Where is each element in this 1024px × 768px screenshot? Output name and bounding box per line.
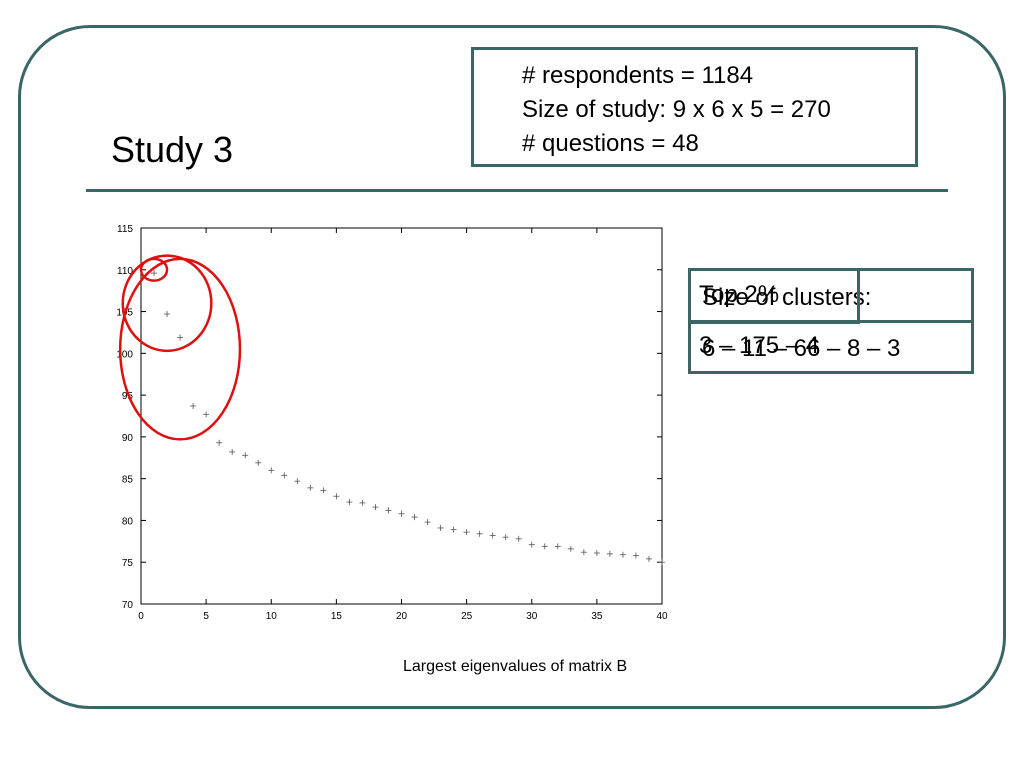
stat-size-of-study: Size of study: 9 x 6 x 5 = 270: [522, 96, 831, 123]
title-divider: [86, 189, 948, 192]
x-tick-label: 15: [331, 611, 343, 622]
x-tick-label: 40: [656, 611, 668, 622]
x-tick-label: 5: [203, 611, 209, 622]
highlight-circle: [118, 257, 242, 441]
data-point: [203, 411, 210, 418]
data-point: [567, 545, 574, 552]
data-point: [476, 530, 483, 537]
data-point: [437, 524, 444, 531]
data-point: [242, 452, 249, 459]
x-tick-label: 35: [591, 611, 603, 622]
study-stats-box: # respondents = 1184 Size of study: 9 x …: [471, 47, 918, 167]
data-point: [177, 334, 184, 341]
slide-title: Study 3: [111, 129, 234, 170]
top-percent-values: 3 – 175 – 4: [699, 332, 820, 359]
data-point: [593, 550, 600, 557]
data-point: [554, 543, 561, 550]
data-point: [359, 499, 366, 506]
highlight-circles: [118, 254, 242, 441]
data-point: [411, 514, 418, 521]
highlight-circle: [121, 254, 213, 353]
x-tick-label: 25: [461, 611, 473, 622]
data-point: [190, 402, 197, 409]
y-tick-label: 100: [116, 349, 133, 360]
data-point: [424, 519, 431, 526]
data-point: [645, 555, 652, 562]
data-point: [619, 551, 626, 558]
x-tick-label: 20: [396, 611, 408, 622]
y-tick-label: 80: [122, 516, 134, 527]
data-point: [463, 529, 470, 536]
data-point: [268, 467, 275, 474]
data-point: [528, 541, 535, 548]
data-point: [294, 478, 301, 485]
y-tick-label: 75: [122, 558, 134, 569]
data-point: [502, 534, 509, 541]
data-point: [398, 510, 405, 517]
x-tick-label: 10: [266, 611, 278, 622]
data-point: [632, 552, 639, 559]
stat-questions: # questions = 48: [522, 130, 699, 157]
data-point: [385, 507, 392, 514]
data-point: [659, 559, 665, 566]
chart-caption: Largest eigenvalues of matrix B: [403, 658, 628, 675]
stat-respondents: # respondents = 1184: [522, 62, 754, 89]
data-point: [450, 526, 457, 533]
data-point: [541, 543, 548, 550]
data-point: [164, 311, 171, 318]
data-point: [229, 448, 236, 455]
x-tick-label: 0: [138, 611, 144, 622]
x-tick-label: 30: [526, 611, 538, 622]
y-tick-label: 110: [117, 266, 133, 277]
clusters-values: 6 – 11 – 66 – 8 – 3: [702, 335, 901, 362]
highlight-circle: [139, 257, 169, 282]
y-tick-label: 90: [122, 433, 134, 444]
data-point: [320, 487, 327, 494]
data-point: [281, 472, 288, 479]
data-point: [515, 535, 522, 542]
y-tick-label: 115: [117, 224, 133, 235]
data-point: [489, 532, 496, 539]
data-points: [151, 270, 665, 566]
top-percent-box: [688, 268, 860, 324]
data-point: [346, 499, 353, 506]
top-percent-heading: Top 2%: [699, 281, 780, 308]
y-tick-label: 85: [122, 475, 134, 486]
slide-frame: [18, 25, 1006, 709]
data-point: [255, 459, 262, 466]
data-point: [372, 504, 379, 511]
clusters-heading: Size of clusters:: [702, 284, 872, 311]
data-point: [307, 484, 314, 491]
data-point: [216, 439, 223, 446]
data-point: [151, 270, 158, 277]
data-point: [333, 493, 340, 500]
data-point: [606, 550, 613, 557]
data-point: [580, 549, 587, 556]
y-tick-label: 70: [122, 600, 134, 611]
